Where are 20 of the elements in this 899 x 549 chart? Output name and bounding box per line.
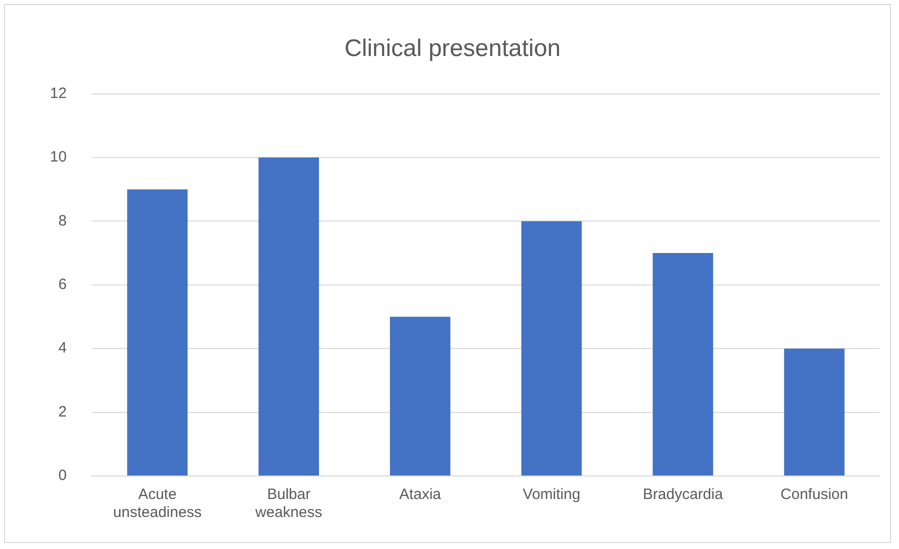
y-tick-label: 6 — [58, 276, 67, 294]
x-tick-label: Vomiting — [522, 486, 580, 504]
y-tick-label: 2 — [58, 403, 67, 420]
bar — [652, 253, 714, 476]
bar — [258, 158, 319, 476]
bar — [521, 221, 582, 476]
x-tick-label: Acute unsteadiness — [113, 486, 202, 522]
x-tick-label: Confusion — [780, 486, 848, 504]
x-tick-label: Ataxia — [399, 486, 442, 504]
y-tick-label: 12 — [50, 84, 67, 102]
y-tick-label: 0 — [58, 467, 67, 484]
bar — [784, 348, 845, 476]
x-tick-label: Bulbar weakness — [254, 486, 322, 522]
y-tick-label: 4 — [58, 340, 67, 357]
x-tick-label: Bradycardia — [642, 486, 724, 504]
y-tick-label: 10 — [50, 148, 67, 166]
bar — [390, 316, 450, 476]
chart-title: Clinical presentation — [344, 35, 561, 62]
bar — [127, 189, 188, 476]
y-tick-label: 8 — [58, 212, 67, 230]
